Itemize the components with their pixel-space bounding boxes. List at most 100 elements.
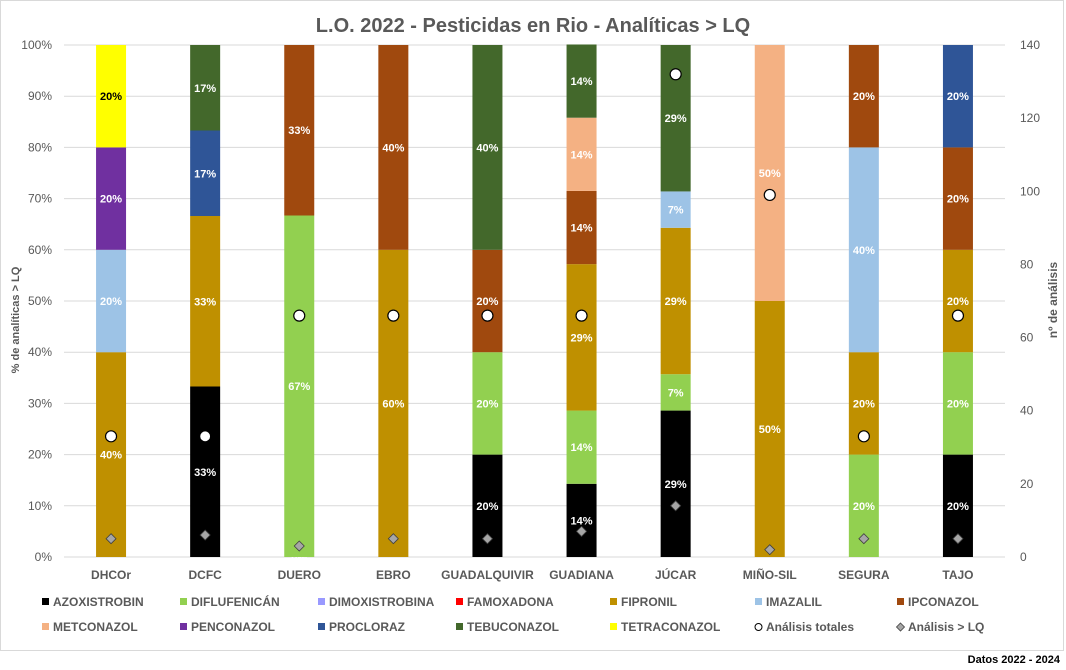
data-label: 20% — [947, 194, 969, 206]
data-label: 29% — [665, 113, 687, 125]
lq-analysis-marker — [481, 533, 494, 545]
total-analysis-marker — [951, 309, 965, 322]
y2-tick-label: 100 — [1020, 184, 1040, 198]
y2-tick-label: 60 — [1020, 331, 1034, 345]
data-label: 20% — [853, 398, 875, 410]
legend-swatch — [318, 598, 325, 605]
y-tick-label: 30% — [28, 396, 52, 410]
lq-analysis-marker — [199, 529, 211, 541]
legend-diamond-icon — [895, 622, 906, 632]
y-tick-label: 40% — [28, 345, 52, 359]
y2-tick-label: 80 — [1020, 257, 1034, 271]
data-label: 14% — [571, 442, 593, 454]
bar-segment — [942, 249, 973, 353]
data-label: 20% — [947, 398, 969, 410]
data-label: 40% — [476, 142, 498, 154]
y-tick-label: 60% — [28, 243, 52, 257]
legend-label: Análisis > LQ — [908, 620, 984, 634]
data-label: 40% — [100, 450, 122, 462]
x-tick-label: GUADALQUIVIR — [441, 568, 534, 582]
legend-label: FAMOXADONA — [467, 595, 554, 609]
legend-label: DIMOXISTROBINA — [329, 595, 435, 609]
lq-analysis-marker — [575, 525, 588, 537]
legend-label: AZOXISTROBIN — [53, 595, 144, 609]
data-label: 29% — [571, 332, 593, 344]
legend-swatch — [610, 623, 617, 630]
bar-segment — [660, 227, 691, 375]
legend-item: Análisis totales — [754, 620, 854, 634]
legend-label: FIPRONIL — [621, 595, 677, 609]
data-label: 20% — [853, 91, 875, 103]
data-label: 17% — [194, 83, 216, 95]
data-label: 20% — [947, 91, 969, 103]
y2-tick-label: 140 — [1020, 38, 1040, 52]
y-tick-label: 10% — [28, 499, 52, 513]
bar-segment — [848, 147, 879, 353]
legend-item: PENCONAZOL — [180, 620, 275, 634]
legend-swatch — [180, 623, 187, 630]
data-label: 20% — [947, 296, 969, 308]
x-tick-label: TAJO — [942, 568, 973, 582]
data-label: 20% — [476, 296, 498, 308]
y-tick-label: 90% — [28, 89, 52, 103]
bar-segment — [566, 410, 597, 484]
bar-segment — [754, 301, 785, 557]
legend-item: DIMOXISTROBINA — [318, 595, 435, 609]
bar-segment — [566, 117, 597, 191]
legend-swatch — [180, 598, 187, 605]
data-label: 20% — [947, 501, 969, 513]
lq-analysis-marker — [858, 533, 870, 545]
lq-analysis-marker — [293, 540, 305, 552]
data-label: 33% — [194, 467, 216, 479]
legend-swatch — [456, 598, 463, 605]
y2-axis-title: nº de análisis — [1046, 261, 1060, 338]
data-label: 14% — [571, 223, 593, 235]
data-label: 40% — [382, 142, 404, 154]
x-tick-label: MIÑO-SIL — [743, 567, 797, 582]
data-label: 29% — [665, 296, 687, 308]
bar-segment — [566, 44, 597, 118]
data-label: 20% — [100, 296, 122, 308]
bar-segment — [754, 45, 785, 301]
y-tick-label: 100% — [21, 38, 52, 52]
y2-tick-label: 20 — [1020, 477, 1034, 491]
legend-label: Análisis totales — [766, 620, 854, 634]
x-tick-label: DUERO — [278, 568, 321, 582]
legend-swatch — [456, 623, 463, 630]
data-label: 33% — [194, 296, 216, 308]
legend-item: FIPRONIL — [610, 595, 677, 609]
legend-label: IMAZALIL — [766, 595, 822, 609]
data-label: 20% — [100, 91, 122, 103]
bar-segment — [96, 249, 127, 353]
bar-segment — [472, 352, 503, 455]
bar-segment — [660, 374, 691, 411]
data-label: 67% — [288, 381, 310, 393]
legend-item: IMAZALIL — [755, 595, 822, 609]
y-axis-title: % de analíticas > LQ — [10, 266, 22, 373]
bar-segment — [378, 249, 409, 558]
data-label: 20% — [476, 501, 498, 513]
data-label: 14% — [571, 149, 593, 161]
bar-segment — [566, 264, 597, 411]
x-tick-label: SEGURA — [838, 568, 890, 582]
y-tick-label: 50% — [28, 294, 52, 308]
data-label: 20% — [100, 194, 122, 206]
legend-item: FAMOXADONA — [456, 595, 554, 609]
lq-analysis-marker — [387, 533, 399, 545]
data-label: 20% — [476, 398, 498, 410]
legend-swatch — [42, 623, 49, 630]
x-tick-label: DHCOr — [91, 568, 131, 582]
legend-swatch — [897, 598, 904, 605]
bar-segment — [96, 352, 127, 557]
total-analysis-marker — [857, 430, 870, 443]
total-analysis-marker — [293, 309, 306, 322]
y2-tick-label: 0 — [1020, 550, 1027, 564]
legend-label: METCONAZOL — [53, 620, 138, 634]
data-label: 7% — [668, 387, 684, 399]
bar-segment — [190, 216, 221, 387]
legend-item: TETRACONAZOL — [610, 620, 720, 634]
x-tick-label: DCFC — [188, 568, 222, 582]
bar-segment — [566, 483, 597, 557]
total-analysis-marker — [763, 188, 776, 202]
data-label: 50% — [759, 168, 781, 180]
